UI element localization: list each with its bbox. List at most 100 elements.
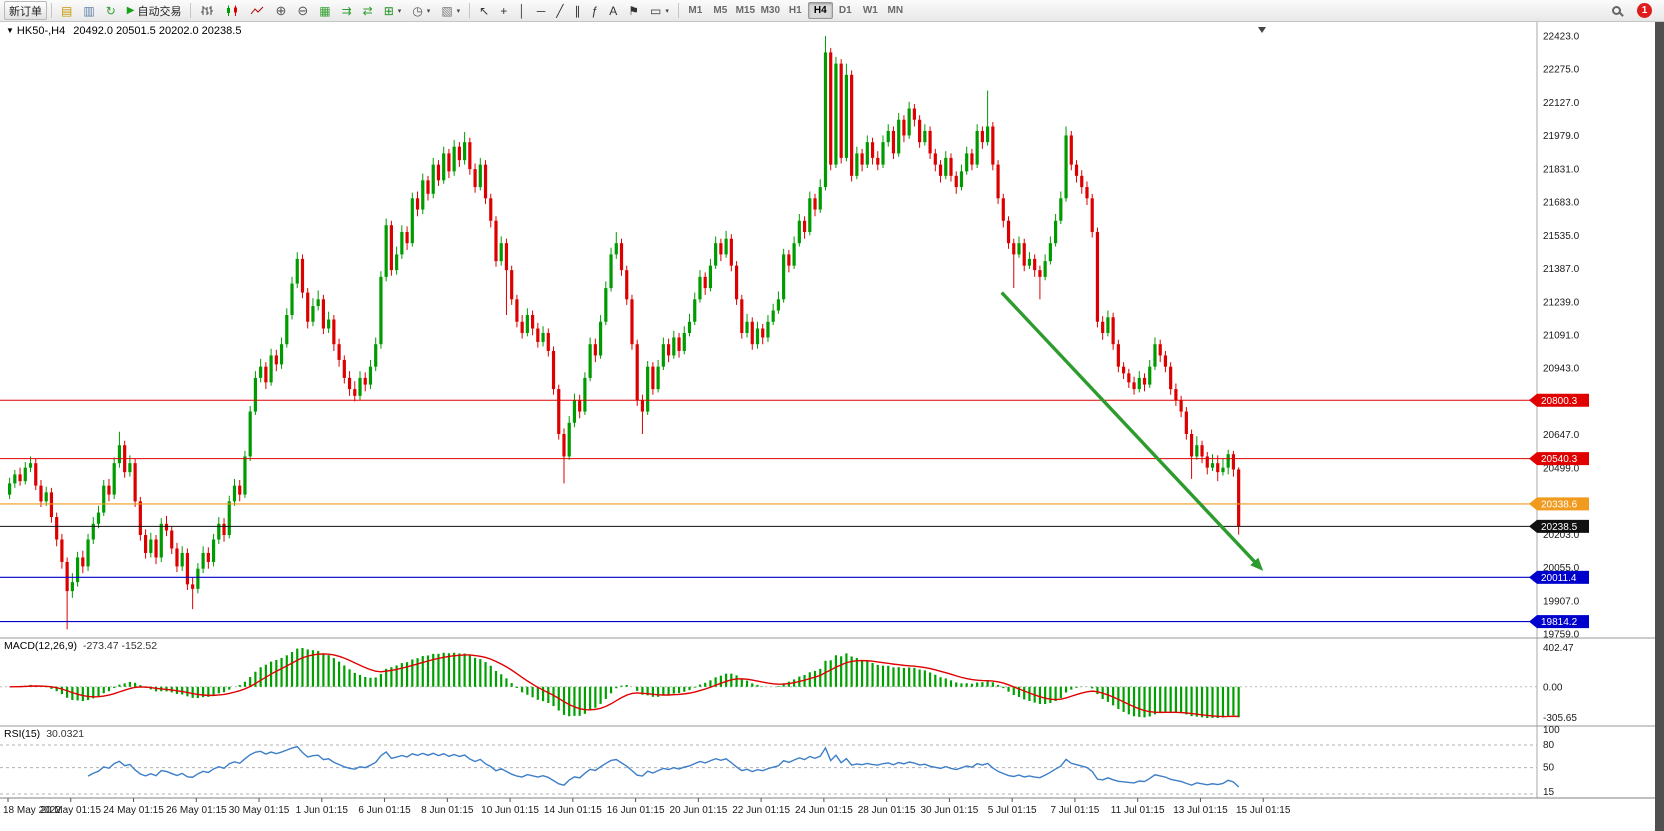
timeframe-m1-button[interactable]: M1 <box>683 2 708 19</box>
timeframe-h1-button[interactable]: H1 <box>783 2 808 19</box>
candle <box>368 366 373 385</box>
new-chart-icon-button[interactable]: ▤ <box>56 1 77 20</box>
price-axis-label: 22423.0 <box>1543 32 1580 43</box>
candle <box>1027 258 1032 266</box>
auto-trading-button[interactable]: ▶ 自动交易 <box>122 1 187 20</box>
candle <box>253 377 258 412</box>
candle <box>860 153 864 165</box>
candle <box>452 146 456 172</box>
timeframe-m15-button[interactable]: M15 <box>733 2 758 19</box>
candle <box>541 332 545 342</box>
trendline-tool-button[interactable]: ╱ <box>551 1 568 20</box>
candle <box>39 485 43 502</box>
time-axis-label: 8 Jun 01:15 <box>421 805 474 816</box>
candle <box>834 63 838 165</box>
chevron-down-icon: ▾ <box>397 7 402 15</box>
candle <box>975 130 979 165</box>
shift-marker-icon[interactable] <box>1258 27 1266 33</box>
candle <box>991 126 995 165</box>
candle <box>170 530 174 549</box>
candle <box>682 332 686 351</box>
chart-shift-button[interactable]: ⇄ <box>358 1 378 20</box>
horizontal-line-icon: ─ <box>536 3 546 18</box>
candle <box>248 411 252 457</box>
time-axis-label: 18 May 2022 <box>3 805 61 816</box>
trend-arrow[interactable] <box>1000 291 1264 571</box>
candle <box>531 315 535 329</box>
candle <box>442 153 446 181</box>
candle <box>1210 463 1215 468</box>
zoom-in-button[interactable]: ⊕ <box>270 1 291 20</box>
zoom-out-button[interactable]: ⊖ <box>292 1 313 20</box>
candle <box>1200 445 1204 457</box>
candle <box>483 164 488 199</box>
price-tag-arrow <box>1529 519 1537 533</box>
candlestick-mode-button[interactable] <box>220 1 244 20</box>
auto-scroll-button[interactable]: ⇉ <box>337 1 357 20</box>
tile-windows-icon: ▦ <box>319 3 331 18</box>
fibonacci-tool-button[interactable]: ƒ <box>587 1 604 20</box>
candle <box>211 539 216 562</box>
candle <box>447 153 451 172</box>
channel-tool-button[interactable]: ∥ <box>570 1 586 20</box>
candle <box>719 243 723 255</box>
vertical-line-tool-button[interactable]: │ <box>513 1 531 20</box>
bar-chart-mode-button[interactable] <box>195 1 219 20</box>
cursor-icon: ↖ <box>479 3 490 18</box>
price-tag-label: 20238.5 <box>1541 522 1578 533</box>
candle <box>1054 220 1058 244</box>
horizontal-levels[interactable]: 20800.3 20540.3 20338.6 20238.5 20011.4 19814… <box>0 393 1589 629</box>
timeframe-d1-button[interactable]: D1 <box>833 2 858 19</box>
profiles-icon-button[interactable]: ▥ <box>78 1 99 20</box>
time-axis-label: 20 May 01:15 <box>40 805 101 816</box>
candle <box>191 584 195 589</box>
candle <box>980 130 984 143</box>
new-order-button[interactable]: 新订单 <box>4 1 47 20</box>
timeframe-m30-button[interactable]: M30 <box>758 2 783 19</box>
candle <box>75 557 80 583</box>
label-tool-button[interactable]: ⚑ <box>623 1 644 20</box>
candle <box>1080 175 1084 188</box>
templates-menu-button[interactable]: ▧ ▾ <box>436 1 465 20</box>
shapes-menu-button[interactable]: ▭ ▾ <box>645 1 674 20</box>
trend-arrow-line[interactable] <box>1000 291 1259 567</box>
timeframe-w1-button[interactable]: W1 <box>858 2 883 19</box>
search-button[interactable] <box>1607 1 1630 20</box>
macd-signal-line <box>9 653 1239 718</box>
notification-badge[interactable]: 1 <box>1637 3 1652 18</box>
price-axis-label: 22127.0 <box>1543 98 1580 109</box>
candle <box>96 512 101 524</box>
price-tag <box>1537 615 1589 629</box>
price-tag-arrow <box>1529 570 1537 584</box>
refresh-icon-button[interactable]: ↻ <box>101 1 121 20</box>
search-icon <box>1612 6 1621 15</box>
indicators-menu-button[interactable]: ⊞ ▾ <box>379 1 407 20</box>
candle <box>714 243 718 266</box>
line-chart-icon <box>251 6 264 14</box>
timeframe-h4-button[interactable]: H4 <box>807 2 833 19</box>
timeframe-mn-button[interactable]: MN <box>883 2 908 19</box>
new-order-label: 新订单 <box>9 5 42 18</box>
cursor-tool-button[interactable]: ↖ <box>474 1 494 20</box>
timeframe-m5-button[interactable]: M5 <box>708 2 733 19</box>
periods-menu-button[interactable]: ◷ ▾ <box>407 1 435 20</box>
tile-windows-button[interactable]: ▦ <box>314 1 335 20</box>
candle <box>13 474 17 484</box>
candlestick-chart[interactable]: 22423.0 22275.0 22127.0 21979.0 21831.0 21683… <box>0 22 1664 831</box>
indicators-icon: ⊞ <box>383 3 394 18</box>
candle <box>839 63 843 158</box>
candle <box>227 501 231 536</box>
horizontal-line-tool-button[interactable]: ─ <box>532 1 551 20</box>
channel-icon: ∥ <box>574 3 581 18</box>
candle <box>949 157 953 176</box>
window-scrollbar[interactable] <box>1655 22 1664 831</box>
toolbar-separator <box>469 3 471 18</box>
candle <box>703 276 707 289</box>
candle <box>515 299 519 322</box>
candle <box>264 366 268 383</box>
line-chart-mode-button[interactable] <box>245 1 269 20</box>
text-tool-button[interactable]: A <box>604 1 622 20</box>
crosshair-tool-button[interactable]: + <box>495 1 512 20</box>
macd-axis-label: 0.00 <box>1543 682 1563 693</box>
candle <box>729 238 733 266</box>
